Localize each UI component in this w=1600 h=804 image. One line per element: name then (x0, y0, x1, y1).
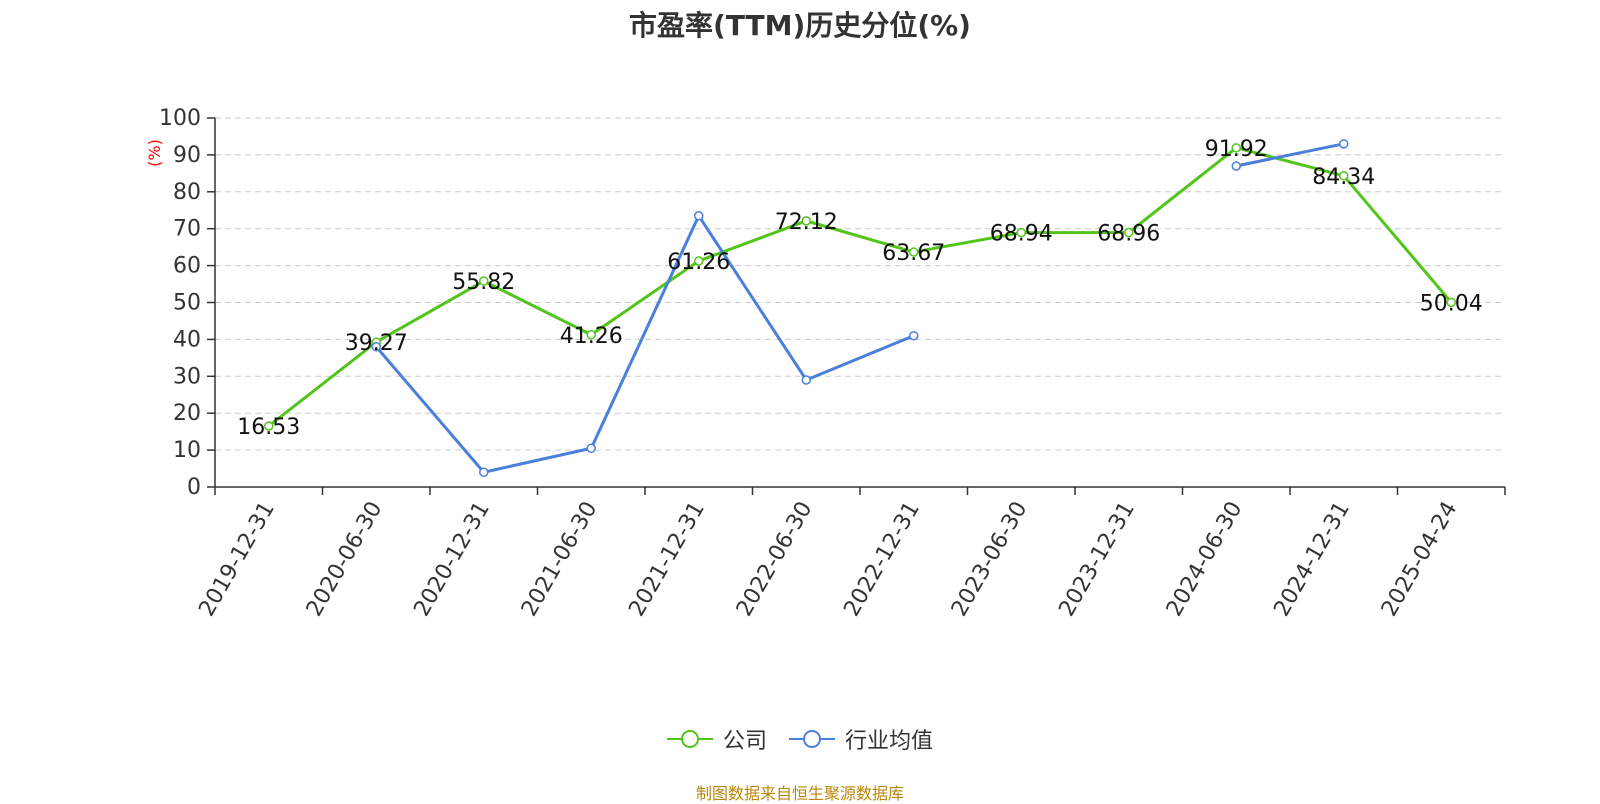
x-tick-label-2024-06-30: 2024-06-30 (1162, 498, 1248, 621)
legend-company-label: 公司 (722, 729, 767, 754)
x-tick-label-2024-12-31: 2024-12-31 (1269, 498, 1355, 621)
y-tick-label-30: 30 (173, 364, 201, 389)
point-industry-2024-12-31 (1339, 139, 1349, 149)
data-label-company-2019-12-31: 16.53 (237, 415, 300, 440)
x-tick-label-2021-06-30: 2021-06-30 (517, 498, 603, 621)
y-tick-label-20: 20 (173, 401, 201, 426)
source-note: 制图数据来自恒生聚源数据库 (695, 784, 904, 803)
data-label-company-2024-06-30: 91.92 (1205, 137, 1268, 162)
point-company-2024-12-31 (1339, 171, 1349, 181)
data-label-company-2020-06-30: 39.27 (345, 331, 408, 356)
point-company-2022-06-30 (801, 216, 811, 226)
x-tick-label-2025-04-24: 2025-04-24 (1377, 498, 1463, 621)
point-company-2022-12-31 (909, 247, 919, 257)
legend-industry-label: 行业均值 (845, 729, 934, 754)
y-tick-label-0: 0 (187, 475, 201, 500)
x-tick-label-2021-12-31: 2021-12-31 (624, 498, 710, 621)
x-tick-label-2022-06-30: 2022-06-30 (732, 498, 818, 621)
series-line-industry-0 (375, 214, 915, 474)
data-label-company-2024-12-31: 84.34 (1312, 165, 1375, 190)
y-tick-label-80: 80 (173, 180, 201, 205)
x-tick-label-2023-12-31: 2023-12-31 (1054, 498, 1140, 621)
series-line-industry-1 (1235, 142, 1345, 168)
legend-item-company[interactable]: 公司 (666, 723, 767, 755)
legend: 公司 行业均值 (0, 723, 1600, 755)
point-industry-2022-06-30 (801, 375, 811, 385)
x-tick-label-2022-12-31: 2022-12-31 (839, 498, 925, 621)
y-axis-label: (%) (145, 139, 164, 167)
point-industry-2020-12-31 (479, 467, 489, 477)
x-tick-label-2020-12-31: 2020-12-31 (409, 498, 495, 621)
data-label-company-2022-06-30: 72.12 (775, 210, 838, 235)
y-tick-label-10: 10 (173, 438, 201, 463)
chart-title: 市盈率(TTM)历史分位(%) (629, 9, 971, 42)
series (264, 139, 1456, 477)
y-tick-label-50: 50 (173, 291, 201, 316)
data-label-company-2021-12-31: 61.26 (667, 250, 730, 275)
point-company-2023-06-30 (1016, 227, 1026, 238)
point-company-2019-12-31 (264, 421, 274, 431)
point-industry-2021-12-31 (694, 211, 704, 221)
x-tick-label-2020-06-30: 2020-06-30 (302, 498, 388, 621)
point-company-2020-12-31 (479, 276, 489, 286)
data-label-company-2020-12-31: 55.82 (452, 270, 515, 295)
legend-industry-symbol-icon (789, 730, 835, 748)
data-label-company-2025-04-24: 50.04 (1420, 291, 1483, 316)
series-line-company-0 (267, 146, 1453, 428)
y-tick-label-90: 90 (173, 143, 201, 168)
point-company-2021-12-31 (694, 256, 704, 266)
x-tick-label-2019-12-31: 2019-12-31 (194, 498, 280, 621)
x-tick-label-2023-06-30: 2023-06-30 (947, 498, 1033, 621)
y-tick-label-60: 60 (173, 254, 201, 279)
y-tick-label-70: 70 (173, 217, 201, 242)
point-industry-2022-12-31 (909, 330, 919, 341)
legend-company-symbol-icon (666, 730, 713, 748)
point-industry-2021-06-30 (586, 443, 596, 454)
point-company-2023-12-31 (1124, 227, 1134, 238)
data-label-company-2023-12-31: 68.96 (1097, 222, 1160, 247)
grid-lines (215, 117, 1505, 451)
y-tick-label-40: 40 (173, 327, 201, 352)
legend-item-industry[interactable]: 行业均值 (789, 723, 933, 755)
point-industry-2024-06-30 (1231, 161, 1241, 171)
data-label-company-2022-12-31: 63.67 (882, 241, 945, 266)
point-industry-2020-06-30 (371, 342, 381, 352)
data-labels: 16.53 39.27 55.82 41.26 61.26 72.12 63.67 68.94… (237, 137, 1482, 440)
y-tick-label-100: 100 (159, 106, 201, 131)
point-company-2024-06-30 (1231, 143, 1241, 153)
point-company-2021-06-30 (586, 330, 596, 340)
point-company-2025-04-24 (1446, 297, 1456, 308)
data-label-company-2023-06-30: 68.94 (990, 222, 1053, 247)
data-label-company-2021-06-30: 41.26 (560, 324, 623, 349)
